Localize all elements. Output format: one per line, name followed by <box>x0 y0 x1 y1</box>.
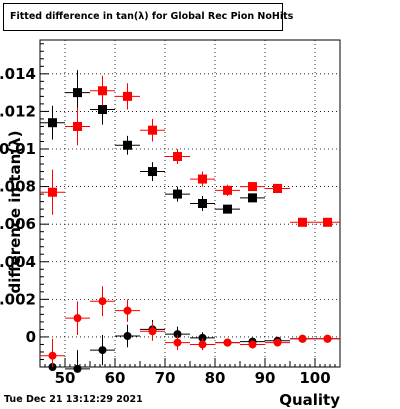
data-point-square <box>98 86 107 96</box>
data-point-circle <box>73 364 82 373</box>
y-axis-label: difference in tan(λ) <box>6 131 24 294</box>
data-point-circle <box>198 333 207 342</box>
x-tick-label: 60 <box>105 369 126 387</box>
data-point-circle <box>223 338 232 347</box>
data-point-circle <box>73 314 82 323</box>
y-tick-label: 0.004 <box>0 253 36 271</box>
timestamp: Tue Dec 21 13:12:29 2021 <box>4 394 143 405</box>
data-point-circle <box>48 351 57 360</box>
data-point-square <box>173 189 182 199</box>
data-point-square <box>198 174 207 184</box>
chart-title: Fitted difference in tan(λ) for Global R… <box>10 11 294 22</box>
y-tick-label: 0.002 <box>0 290 36 308</box>
data-point-square <box>323 217 332 227</box>
y-tick-label: 0 <box>26 328 36 346</box>
data-point-square <box>48 118 57 128</box>
labels-layer: 50 60 70 80 90 100 0 0.002 0.004 0.006 0.008 0.01 0.… <box>0 65 331 387</box>
data-point-square <box>48 187 57 197</box>
data-point-circle <box>173 330 182 339</box>
data-point-circle <box>148 327 157 336</box>
x-tick-label: 100 <box>299 369 330 387</box>
data-point-square <box>223 204 232 214</box>
y-tick-label: 0.01 <box>0 140 36 158</box>
data-point-square <box>248 193 257 203</box>
data-point-square <box>148 167 157 177</box>
data-point-circle <box>248 340 257 349</box>
data-point-square <box>298 217 307 227</box>
data-point-circle <box>273 338 282 347</box>
data-point-square <box>273 183 282 193</box>
x-tick-label: 90 <box>255 369 276 387</box>
x-tick-label: 50 <box>55 369 76 387</box>
data-point-square <box>198 199 207 208</box>
data-point-square <box>73 88 82 98</box>
data-point-square <box>148 125 157 135</box>
y-tick-label: 0.006 <box>0 215 36 233</box>
data-point-circle <box>123 306 132 315</box>
y-tick-label: 0.008 <box>0 178 36 196</box>
data-point-square <box>73 121 82 131</box>
x-axis-label: Quality <box>279 391 340 409</box>
y-tick-label: 0.012 <box>0 102 36 120</box>
grid-layer <box>40 40 340 367</box>
data-point-circle <box>98 346 107 355</box>
x-tick-label: 70 <box>155 369 176 387</box>
data-point-square <box>98 105 107 115</box>
data-point-square <box>223 185 232 195</box>
data-point-circle <box>298 334 307 343</box>
y-tick-label: 0.014 <box>0 65 36 83</box>
data-point-square <box>123 91 132 101</box>
data-point-circle <box>173 338 182 347</box>
data-point-square <box>123 140 132 150</box>
data-point-circle <box>323 334 332 343</box>
data-point-circle <box>98 297 107 306</box>
x-tick-label: 80 <box>205 369 226 387</box>
title-box: Fitted difference in tan(λ) for Global R… <box>3 3 293 31</box>
data-point-square <box>248 182 257 192</box>
data-point-circle <box>123 331 132 340</box>
data-point-square <box>173 152 182 162</box>
data-point-circle <box>198 340 207 349</box>
data-layer <box>40 70 340 373</box>
